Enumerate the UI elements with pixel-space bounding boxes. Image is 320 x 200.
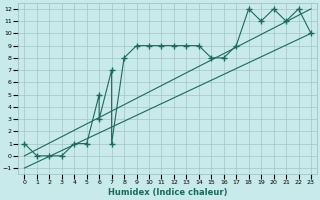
- X-axis label: Humidex (Indice chaleur): Humidex (Indice chaleur): [108, 188, 228, 197]
